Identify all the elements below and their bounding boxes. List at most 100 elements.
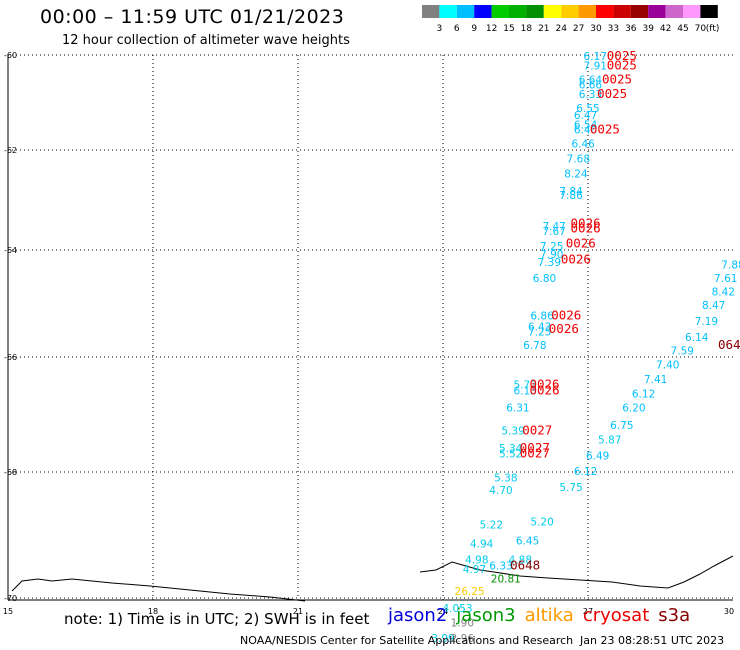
- color-scale-tick: 33: [608, 24, 619, 34]
- swh-label: 6.12: [574, 466, 597, 478]
- swh-label: 4.94: [470, 539, 494, 551]
- generated-timestamp: Jan 23 08:28:51 UTC 2023: [580, 634, 725, 647]
- coastline: [11, 555, 734, 602]
- swh-label: 7.25: [540, 241, 563, 253]
- color-scale-bar: 3 6 9 12 15 18 21 24 27 30 33 36 39 42 45 70: [422, 5, 718, 34]
- color-scale-tick: 36: [625, 24, 637, 34]
- time-label: 0027: [520, 446, 550, 461]
- time-label: 0647: [718, 337, 740, 352]
- legend-item-jason3: jason3: [456, 605, 516, 626]
- swh-label: 6.64: [579, 75, 603, 87]
- x-axis-ticks: 15 18 21 24 27 30: [3, 607, 734, 616]
- swh-label: 1.90: [451, 617, 474, 629]
- color-scale-tick: 70: [695, 24, 707, 34]
- color-scale-tick: 6: [454, 24, 460, 34]
- swh-label: 5.34: [499, 443, 523, 455]
- page-subtitle: 12 hour collection of altimeter wave hei…: [62, 33, 350, 48]
- time-label: 0025: [607, 57, 637, 72]
- swh-label: 6.14: [685, 332, 709, 344]
- swh-label: 6.12: [632, 388, 655, 400]
- swh-label: 3.99: [431, 633, 454, 645]
- color-scale-tick: 24: [555, 24, 567, 34]
- swh-label: 4.88: [509, 554, 532, 566]
- credit-line: NOAA/NESDIS Center for Satellite Applica…: [240, 634, 574, 647]
- color-scale-tick: 42: [660, 24, 671, 34]
- color-scale-swatch: [630, 5, 649, 18]
- time-label: 0026: [571, 216, 601, 231]
- chart-notes: note: 1) Time is in UTC; 2) SWH is in fe…: [64, 610, 370, 628]
- y-tick-label: -64: [4, 246, 17, 255]
- time-label: 0648: [510, 558, 540, 573]
- swh-label: 5.22: [480, 520, 503, 532]
- legend-item-jason2: jason2: [388, 605, 448, 626]
- swh-label: 7.68: [567, 154, 590, 166]
- color-scale-swatch: [509, 5, 527, 18]
- color-scale-swatch: [456, 5, 475, 18]
- swh-label: 7.67: [542, 226, 565, 238]
- time-label: 0027: [522, 423, 552, 438]
- color-scale-tick: 30: [590, 24, 602, 34]
- coastline-path: [11, 578, 306, 602]
- color-scale-swatch: [596, 5, 614, 18]
- color-scale-tick: 18: [521, 24, 533, 34]
- color-scale-swatch: [474, 5, 492, 18]
- swh-label: 5.38: [494, 472, 517, 484]
- swh-label: 7.91: [584, 60, 607, 72]
- color-scale-tick: 12: [486, 24, 497, 34]
- swh-label: 4.70: [489, 485, 512, 497]
- color-scale-swatch: [422, 5, 440, 18]
- y-axis-ticks: -60 -62 -64 -66 -68 -70: [4, 51, 17, 603]
- swh-label: 7.88: [721, 260, 740, 272]
- color-scale-tick: 3: [437, 24, 443, 34]
- swh-label: 2.96: [451, 633, 475, 645]
- time-label: 0025: [590, 121, 620, 136]
- swh-label: 6.46: [571, 139, 595, 151]
- color-scale-tick: 15: [503, 24, 514, 34]
- color-scale-swatch: [526, 5, 544, 18]
- color-scale-tick: 45: [677, 24, 688, 34]
- swh-label: 7.41: [644, 374, 667, 386]
- legend-item-s3a: s3a: [658, 605, 691, 626]
- swh-label: 6.43: [528, 321, 551, 333]
- plot-frame: [7, 55, 733, 601]
- swh-label: 6.55: [576, 103, 599, 115]
- x-tick-label: 24: [438, 607, 448, 616]
- time-label: 0027: [520, 440, 550, 455]
- color-scale-swatch: [613, 5, 631, 18]
- swh-label: 4.97: [463, 564, 486, 576]
- swh-label: 6.47: [574, 110, 597, 122]
- swh-label: 6.45: [516, 535, 539, 547]
- time-label: 0026: [566, 236, 596, 251]
- swh-label: 7.61: [714, 273, 737, 285]
- swh-label: 7.90: [540, 249, 563, 261]
- swh-label: 8.47: [702, 300, 725, 312]
- time-label: 0026: [529, 382, 559, 397]
- time-label: 0026: [549, 321, 579, 336]
- y-tick-label: -70: [4, 594, 17, 603]
- swh-label: 5.75: [559, 482, 582, 494]
- satellite-legend: jason2 jason3 altika cryosat s3a: [388, 605, 699, 626]
- swh-label: 4.98: [465, 554, 488, 566]
- swh-label: 7.19: [695, 316, 718, 328]
- swh-data-labels: 6.177.916.646.666.336.556.476.546.406.46…: [431, 51, 740, 645]
- color-scale-tick: 21: [538, 24, 549, 34]
- color-scale-swatch: [491, 5, 509, 18]
- swh-label: 26.25: [455, 586, 485, 598]
- x-tick-label: 18: [148, 607, 158, 616]
- swh-label: 6.40: [574, 124, 597, 136]
- color-scale-tick: 9: [471, 24, 477, 34]
- swh-label: 6.33: [489, 561, 512, 573]
- color-scale-swatch: [543, 5, 562, 18]
- swh-label: 5.20: [530, 517, 553, 529]
- swh-label: 5.73: [513, 380, 536, 392]
- swh-label: 20.81: [491, 573, 521, 585]
- color-scale-tick: 27: [573, 24, 584, 34]
- color-scale-swatch: [439, 5, 457, 18]
- time-label: 0026: [571, 221, 601, 236]
- swh-label: 6.33: [579, 89, 602, 101]
- swh-label: 6.78: [523, 340, 546, 352]
- swh-label: 8.24: [564, 169, 588, 181]
- time-label: 0026: [551, 308, 581, 323]
- swh-label: 6.17: [584, 51, 607, 63]
